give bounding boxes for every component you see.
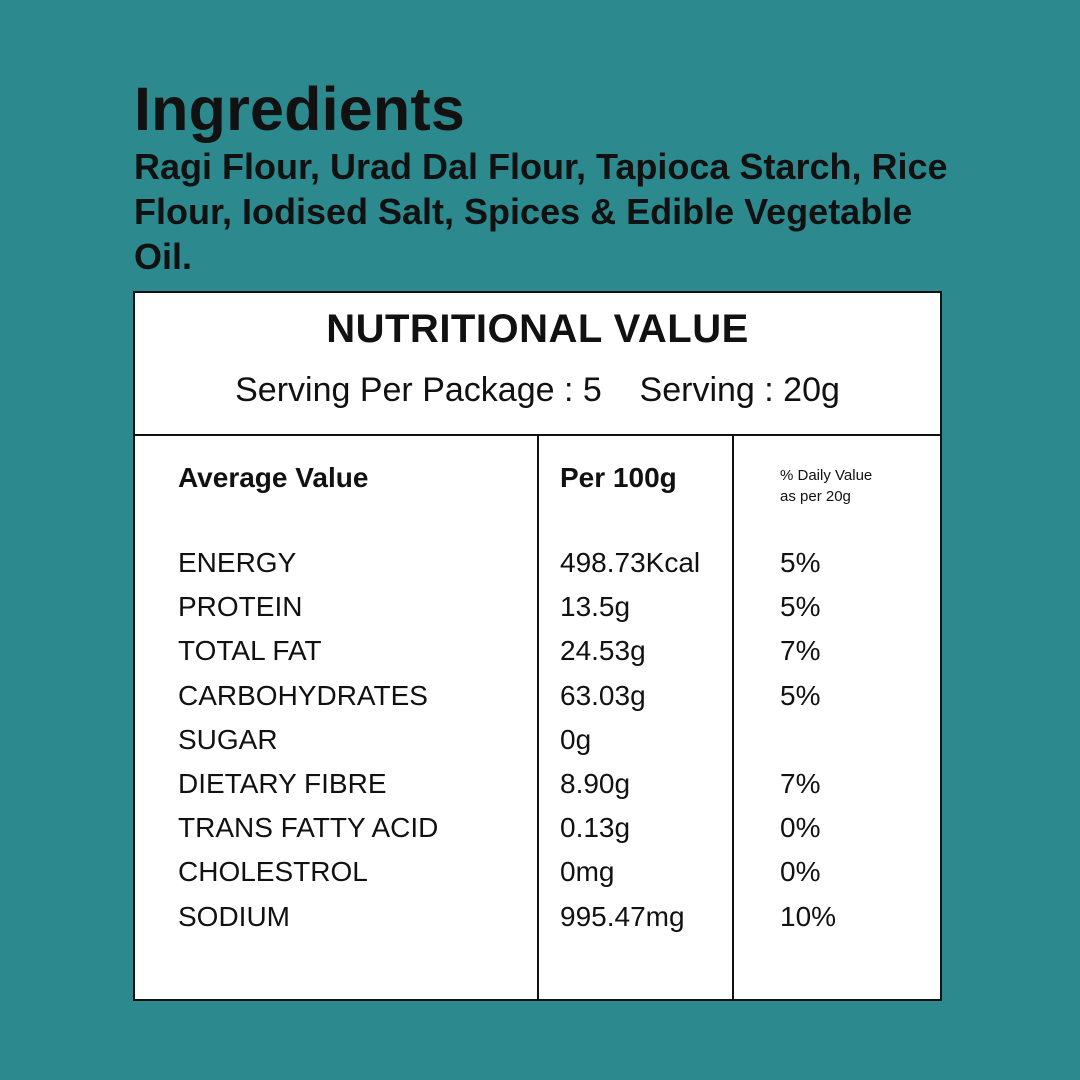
nutrient-per100: 13.5g [560, 591, 631, 623]
nutrient-name: DIETARY FIBRE [178, 767, 387, 799]
nutrient-per100: 995.47mg [560, 900, 685, 932]
nutrient-per100: 0.13g [560, 812, 631, 844]
nutrient-row: SUGAR 0g [135, 724, 940, 768]
nutrient-daily: 0% [780, 856, 821, 888]
nutrient-name: TRANS FATTY ACID [178, 812, 439, 844]
nutrient-per100: 0mg [560, 856, 615, 888]
nutrient-row: DIETARY FIBRE 8.90g 7% [135, 768, 940, 812]
nutrient-daily: 7% [780, 635, 821, 667]
column-divider [537, 434, 539, 999]
header-daily-value: % Daily Value as per 20g [780, 465, 872, 507]
nutrient-daily: 5% [780, 547, 821, 578]
serving-info: Serving Per Package : 5 Serving : 20g [235, 371, 840, 409]
ingredients-title: Ingredients [134, 75, 465, 143]
nutrient-name: TOTAL FAT [178, 635, 322, 667]
nutrient-rows: ENERGY 498.73Kcal 5% PROTEIN 13.5g 5% TO… [135, 547, 940, 945]
nutrient-per100: 498.73Kcal [560, 547, 701, 578]
column-divider [732, 434, 734, 999]
nutrient-name: CARBOHYDRATES [178, 679, 428, 711]
nutrient-daily: 0% [780, 812, 821, 844]
header-daily-value-line2: as per 20g [780, 488, 851, 505]
nutrient-per100: 0g [560, 723, 592, 755]
nutrient-row: PROTEIN 13.5g 5% [135, 591, 940, 635]
nutrient-row: TRANS FATTY ACID 0.13g 0% [135, 812, 940, 856]
nutrient-name: SODIUM [178, 900, 290, 932]
nutrition-header: NUTRITIONAL VALUE Serving Per Package : … [135, 293, 940, 436]
header-average-value: Average Value [178, 462, 369, 493]
nutrient-row: CARBOHYDRATES 63.03g 5% [135, 680, 940, 724]
nutrient-name: ENERGY [178, 547, 297, 578]
ingredients-list: Ragi Flour, Urad Dal Flour, Tapioca Star… [134, 146, 948, 277]
header-daily-value-line1: % Daily Value [780, 467, 873, 484]
nutrient-row: ENERGY 498.73Kcal 5% [135, 547, 940, 591]
nutrient-daily: 10% [780, 900, 837, 932]
nutrient-daily: 7% [780, 767, 821, 799]
ingredients-section: Ingredients Ragi Flour, Urad Dal Flour, … [134, 74, 994, 279]
nutrient-daily: 5% [780, 591, 821, 623]
nutrient-per100: 24.53g [560, 635, 646, 667]
nutrition-title: NUTRITIONAL VALUE [326, 307, 749, 351]
nutrition-table: NUTRITIONAL VALUE Serving Per Package : … [133, 291, 942, 1001]
nutrient-row: TOTAL FAT 24.53g 7% [135, 635, 940, 679]
header-per-100g: Per 100g [560, 462, 677, 493]
nutrient-per100: 63.03g [560, 679, 646, 711]
nutrient-name: PROTEIN [178, 591, 303, 623]
nutrient-row: SODIUM 995.47mg 10% [135, 901, 940, 945]
nutrient-row: CHOLESTROL 0mg 0% [135, 856, 940, 900]
nutrient-per100: 8.90g [560, 767, 631, 799]
nutrient-name: SUGAR [178, 723, 278, 755]
nutrient-name: CHOLESTROL [178, 856, 368, 888]
nutrient-daily: 5% [780, 679, 821, 711]
